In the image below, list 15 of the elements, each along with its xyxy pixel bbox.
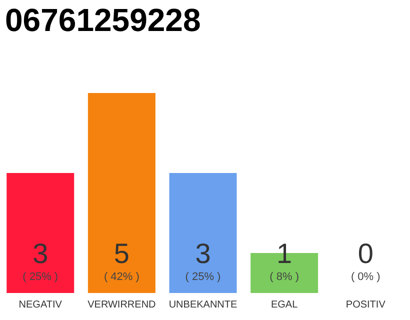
x-tick-label: VERWIRREND [88,300,156,310]
data-label: 3 [195,238,211,269]
x-tick-label: UNBEKANNTE [168,300,238,310]
x-tick-label: POSITIV [346,300,386,310]
annotation: ( 25% ) [22,271,58,283]
data-label: 0 [358,238,374,269]
annotation: ( 8% ) [270,271,299,283]
annotation: ( 42% ) [104,271,140,283]
annotation: ( 25% ) [185,271,221,283]
x-tick-label: EGAL [270,300,298,310]
data-label: 5 [114,238,130,269]
chart-title: 06761259228 [5,2,201,38]
x-tick-label: NEGATIV [18,300,62,310]
data-label: 3 [32,238,48,269]
annotation: ( 0% ) [350,271,380,283]
